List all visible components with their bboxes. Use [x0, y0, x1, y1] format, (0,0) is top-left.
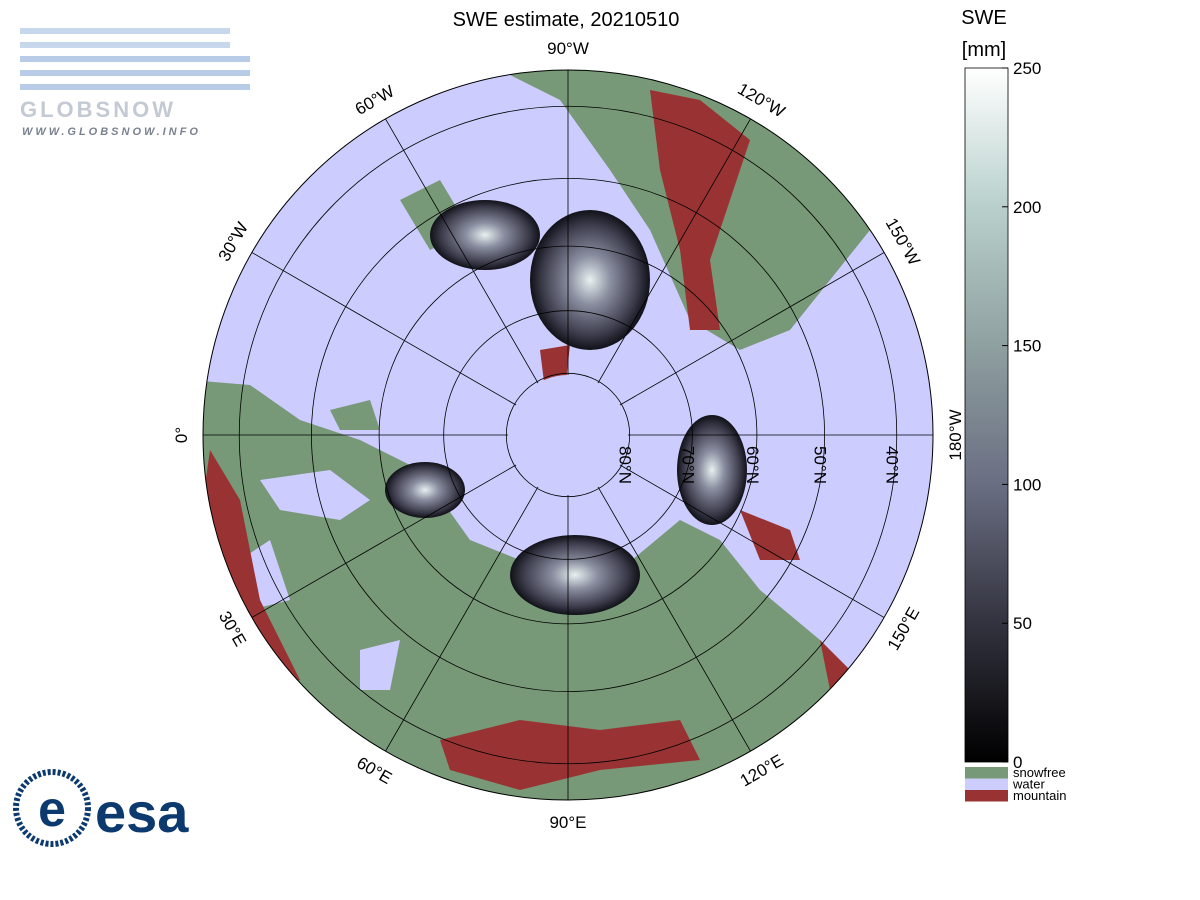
logo-stripe: [20, 70, 250, 76]
longitude-label: 30°E: [215, 608, 250, 650]
colorbar-unit: [mm]: [962, 39, 1006, 61]
latitude-label: 40°N: [883, 446, 902, 484]
esa-text: esa: [95, 781, 189, 844]
snow: [385, 462, 465, 518]
meridian: [597, 105, 759, 384]
meridian: [597, 486, 759, 765]
longitude-label: 60°W: [352, 82, 398, 119]
snow: [430, 200, 540, 270]
esa-e: e: [38, 781, 66, 837]
colorbar: [964, 67, 1009, 763]
longitude-label: 30°W: [215, 219, 252, 265]
category-label: mountain: [1013, 788, 1066, 803]
inland-water: [240, 470, 400, 690]
longitude-label: 120°E: [737, 751, 787, 791]
category-label: water: [1012, 777, 1045, 792]
esa-logo: e esa: [13, 769, 189, 847]
colorbar-tick-label: 0: [1013, 753, 1022, 772]
category-swatch: [965, 767, 1008, 779]
colorbar-tick-label: 100: [1013, 475, 1041, 494]
logo-url: WWW.GLOBSNOW.INFO: [22, 126, 201, 138]
longitude-label: 60°E: [353, 753, 395, 788]
colorbar-tick-label: 150: [1013, 337, 1041, 356]
logo-stripe: [20, 84, 250, 90]
map-border: [202, 69, 934, 801]
arctic-ocean: [508, 375, 628, 495]
latitude-label: 80°N: [616, 446, 635, 484]
meridian: [238, 464, 517, 626]
title: SWE estimate, 20210510: [453, 9, 680, 31]
colorbar-tick-label: 200: [1013, 198, 1041, 217]
meridian: [377, 486, 539, 765]
logo-stripe: [20, 42, 230, 48]
latitude-label: 70°N: [678, 446, 697, 484]
logo-text: GLOBSNOW: [20, 97, 176, 122]
category-label: snowfree: [1013, 765, 1066, 780]
category-swatch: [965, 790, 1008, 802]
longitude-label: 180°W: [946, 409, 965, 460]
snow: [510, 535, 640, 615]
snow: [677, 415, 747, 525]
longitude-label: 150°E: [884, 604, 924, 654]
meridian: [619, 464, 898, 626]
logo-stripe: [20, 56, 250, 62]
colorbar-title: SWE: [961, 7, 1007, 29]
longitude-label: 90°E: [549, 813, 586, 832]
mountain: [203, 90, 850, 790]
logo-stripe: [20, 28, 230, 34]
latitude-label: 50°N: [811, 446, 830, 484]
globsnow-logo: GLOBSNOW WWW.GLOBSNOW.INFO: [20, 28, 250, 138]
meridian: [238, 244, 517, 406]
meridian: [377, 105, 539, 384]
colorbar-tick-label: 250: [1013, 59, 1041, 78]
meridian: [619, 244, 898, 406]
latitude-label: 60°N: [743, 446, 762, 484]
longitude-label: 0°: [172, 427, 191, 443]
esa-mark: [13, 769, 91, 847]
snow: [530, 210, 650, 350]
category-swatch: [965, 778, 1008, 790]
colorbar-tick-label: 50: [1013, 614, 1032, 633]
longitude-label: 90°W: [547, 39, 589, 58]
